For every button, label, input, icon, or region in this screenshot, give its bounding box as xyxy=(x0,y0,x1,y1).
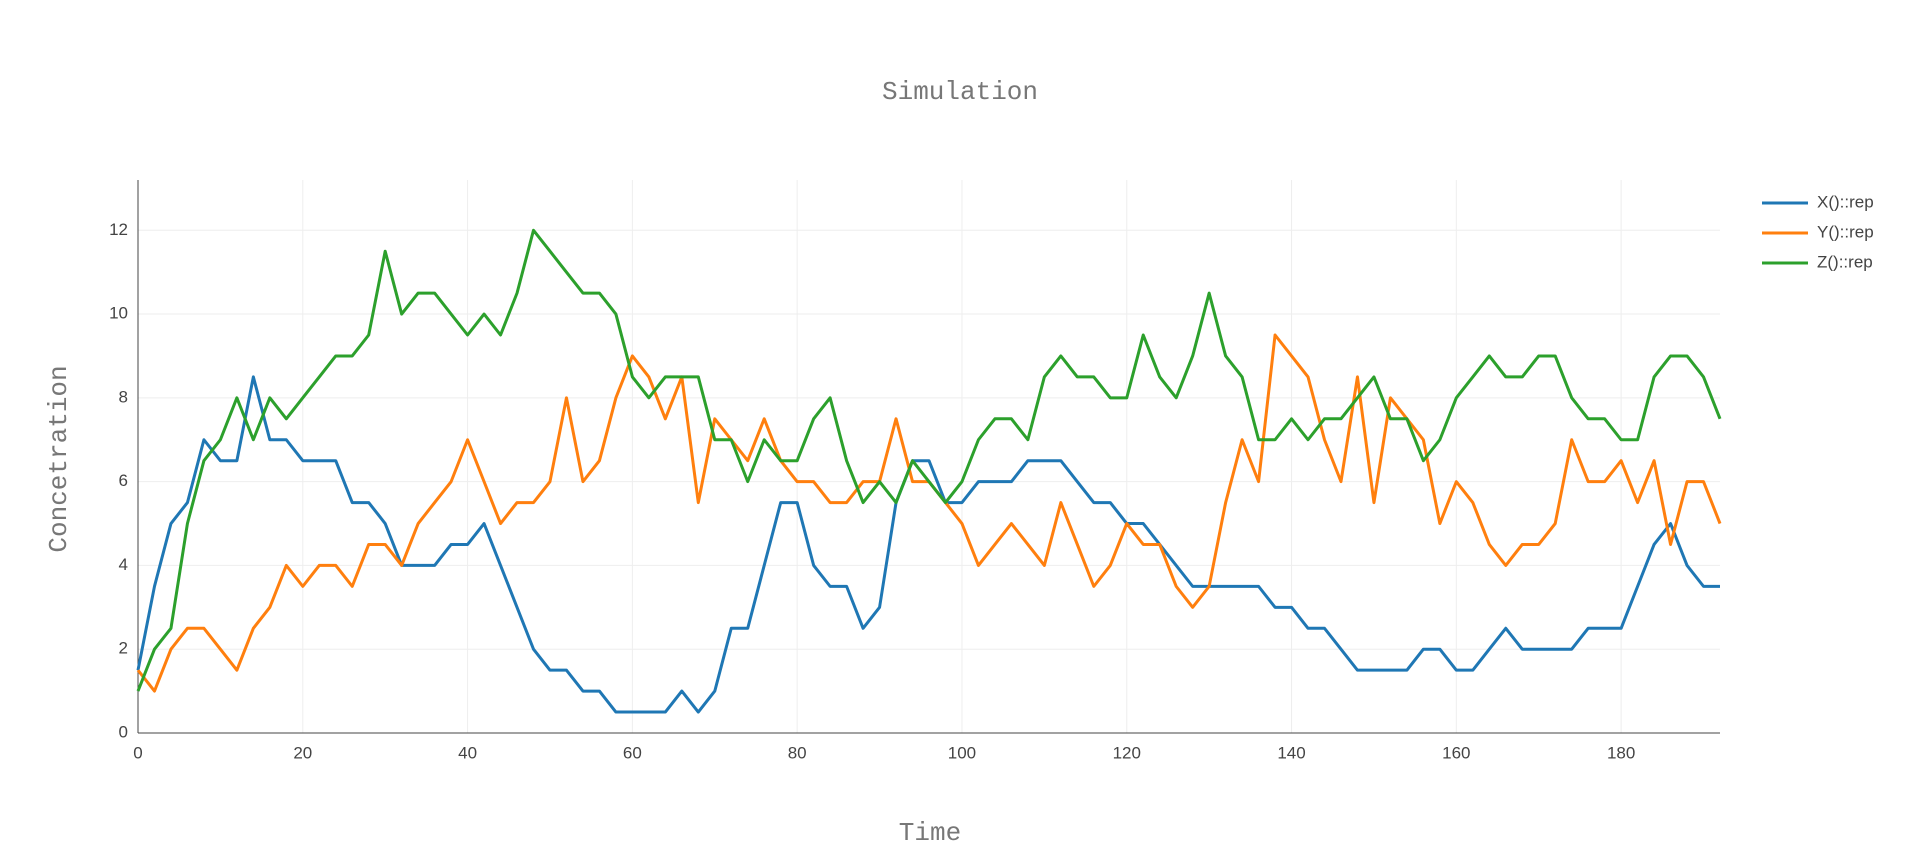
x-tick-label: 160 xyxy=(1442,743,1470,762)
y-tick-label: 10 xyxy=(109,304,128,323)
chart-title: Simulation xyxy=(882,77,1038,107)
legend-label: Y()::rep xyxy=(1817,222,1874,241)
y-tick-label: 0 xyxy=(119,722,128,741)
x-tick-label: 40 xyxy=(458,743,477,762)
legend-label: X()::rep xyxy=(1817,192,1874,211)
y-tick-label: 6 xyxy=(119,471,128,490)
x-tick-label: 180 xyxy=(1607,743,1635,762)
y-tick-label: 12 xyxy=(109,220,128,239)
x-tick-label: 140 xyxy=(1277,743,1305,762)
x-tick-label: 120 xyxy=(1113,743,1141,762)
y-tick-label: 8 xyxy=(119,387,128,406)
x-axis-title: Time xyxy=(899,818,961,846)
x-tick-label: 20 xyxy=(293,743,312,762)
x-tick-label: 80 xyxy=(788,743,807,762)
x-tick-label: 60 xyxy=(623,743,642,762)
y-tick-label: 2 xyxy=(119,639,128,658)
series-line xyxy=(136,228,1722,692)
x-tick-label: 0 xyxy=(133,743,142,762)
legend-label: Z()::rep xyxy=(1817,252,1873,271)
y-tick-label: 4 xyxy=(119,555,128,574)
x-tick-label: 100 xyxy=(948,743,976,762)
y-axis-title: Concetration xyxy=(44,365,74,552)
